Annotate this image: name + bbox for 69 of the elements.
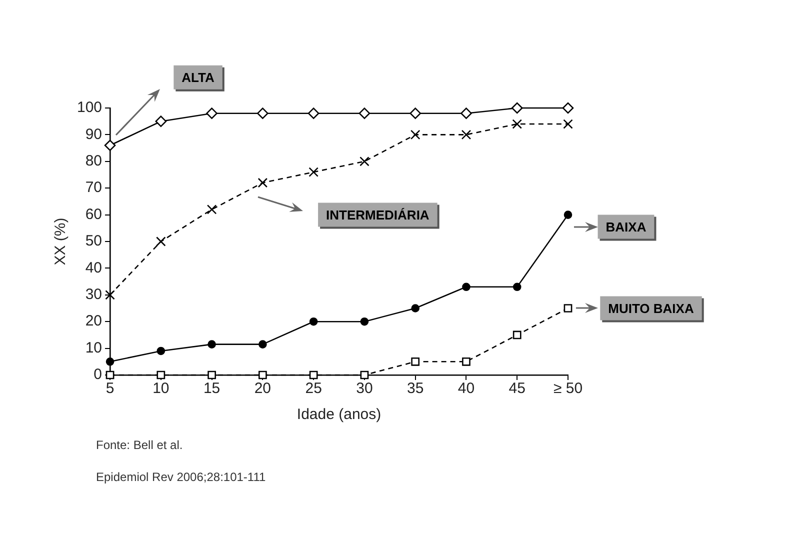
point	[512, 282, 522, 292]
x-tick-label: 35	[407, 380, 424, 398]
text: Epidemiol Rev 2006;28:101-111	[96, 470, 266, 484]
point	[411, 357, 420, 366]
y-tick-label: 60	[85, 206, 102, 223]
point	[258, 340, 267, 348]
point	[156, 346, 166, 356]
point	[512, 330, 522, 340]
point	[410, 130, 420, 140]
series-label: ALTA	[182, 70, 215, 85]
y-axis-title: XX (%)	[52, 218, 70, 266]
y-tick-label: 0	[94, 366, 102, 384]
x-tick-label: 45	[508, 380, 526, 398]
point	[258, 370, 267, 380]
point	[410, 108, 421, 119]
point	[309, 370, 318, 380]
point	[462, 357, 470, 366]
point	[208, 340, 216, 348]
y-tick-label: 100	[76, 99, 102, 116]
x-tick-label: 5	[106, 380, 114, 398]
x-axis-title: Idade (anos)	[296, 406, 382, 424]
point	[257, 108, 268, 119]
x-tick-label: ≥ 50	[553, 380, 583, 398]
source-note: Fonte: Bell et al.	[96, 438, 184, 452]
y-tick-label: 20	[85, 312, 102, 330]
point	[360, 317, 369, 326]
y-tick-label: 40	[85, 259, 102, 276]
point	[461, 130, 472, 140]
point	[411, 304, 420, 312]
text: MUITO BAIXA	[608, 300, 694, 316]
point	[360, 156, 370, 166]
point	[308, 167, 318, 177]
point	[564, 304, 572, 312]
y-tick-label: 30	[85, 286, 102, 304]
point	[258, 178, 268, 188]
point	[563, 119, 573, 129]
point	[105, 290, 115, 300]
point	[155, 116, 167, 127]
x-tick-label: 30	[356, 380, 373, 398]
x-tick-label: 40	[458, 380, 475, 398]
point	[106, 358, 114, 366]
point	[512, 119, 522, 129]
point	[460, 108, 472, 119]
x-tick-label: 15	[203, 380, 220, 398]
point	[208, 370, 216, 380]
point	[562, 102, 574, 114]
x-tick-label: 10	[152, 380, 170, 398]
point	[462, 282, 470, 292]
point	[308, 108, 320, 119]
y-tick-label: 10	[85, 339, 102, 356]
point	[156, 370, 166, 380]
point	[156, 236, 166, 246]
text: BAIXA	[606, 219, 647, 234]
text: INTERMEDIÁRIA	[326, 207, 430, 222]
point	[206, 204, 217, 214]
point	[511, 102, 523, 114]
x-tick-label: 20	[254, 380, 272, 398]
point	[106, 370, 114, 380]
y-tick-label: 70	[85, 179, 102, 196]
point	[358, 108, 370, 119]
point	[564, 210, 572, 219]
y-tick-label: 80	[85, 152, 102, 170]
point	[360, 370, 369, 380]
y-tick-label: 90	[85, 126, 102, 143]
point	[104, 140, 116, 152]
point	[206, 108, 218, 119]
x-tick-label: 25	[305, 380, 322, 398]
point	[309, 317, 318, 326]
y-tick-label: 50	[85, 232, 102, 250]
